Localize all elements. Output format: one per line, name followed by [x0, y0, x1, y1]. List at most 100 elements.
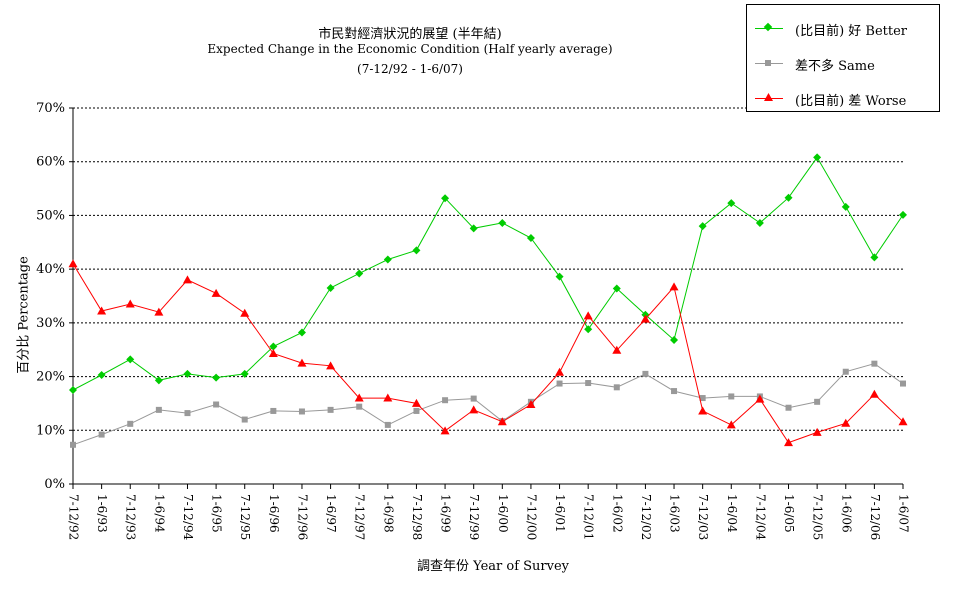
data-point-diamond [441, 194, 450, 203]
data-point-triangle [354, 393, 364, 402]
data-point-square [871, 360, 878, 367]
data-point-diamond [526, 233, 535, 242]
data-point-diamond [126, 355, 135, 364]
data-point-square [298, 408, 305, 415]
data-point-diamond [97, 370, 106, 379]
data-point-diamond [69, 386, 77, 394]
data-point-square [70, 441, 76, 448]
data-point-diamond [383, 255, 392, 264]
data-point-diamond [326, 283, 335, 292]
legend-item-better: (比目前) 好 Better [747, 19, 941, 39]
chart-subtitle: Expected Change in the Economic Conditio… [207, 42, 613, 56]
data-point-diamond [269, 342, 278, 351]
data-point-square [671, 388, 678, 395]
data-point-square [127, 420, 134, 427]
chart-legend: (比目前) 好 Better 差不多 Same (比目前) 差 Worse [746, 4, 940, 112]
x-tick-label: 1-6/03 [668, 494, 682, 533]
y-tick-label: 60% [36, 155, 65, 170]
x-tick-label: 7-12/96 [295, 494, 309, 540]
legend-label-same: 差不多 Same [795, 59, 875, 74]
data-point-diamond [297, 328, 306, 337]
x-tick-label: 7-12/98 [410, 494, 424, 540]
x-tick-label: 7-12/95 [238, 494, 252, 540]
data-point-diamond [183, 369, 192, 378]
x-tick-label: 7-12/92 [67, 494, 81, 540]
data-point-square [814, 398, 821, 405]
data-point-square [270, 407, 277, 414]
data-point-triangle [326, 361, 336, 370]
data-point-square [842, 368, 849, 375]
data-point-square [184, 410, 191, 417]
data-point-square [155, 406, 162, 413]
x-tick-label: 1-6/07 [897, 494, 911, 533]
square-marker-icon [765, 60, 771, 66]
data-point-triangle [497, 417, 507, 426]
data-point-square [356, 403, 363, 410]
data-point-diamond [469, 224, 478, 233]
y-tick-label: 0% [44, 477, 65, 492]
y-tick-label: 20% [36, 370, 65, 385]
x-tick-label: 1-6/96 [267, 494, 281, 533]
data-point-square [413, 407, 420, 414]
data-point-triangle [841, 418, 851, 427]
data-point-triangle [583, 311, 593, 320]
data-point-triangle [125, 299, 135, 308]
x-tick-label: 1-6/94 [152, 494, 166, 533]
legend-label-better: (比目前) 好 Better [795, 24, 908, 39]
data-point-triangle [669, 282, 679, 291]
data-point-triangle [698, 406, 708, 415]
data-point-square [442, 397, 449, 404]
data-point-diamond [698, 222, 707, 231]
legend-item-worse: (比目前) 差 Worse [747, 89, 941, 109]
data-point-triangle [68, 259, 78, 268]
x-tick-label: 7-12/05 [811, 494, 825, 540]
x-tick-label: 7-12/03 [696, 494, 710, 540]
data-point-square [613, 384, 620, 391]
data-point-triangle [440, 426, 450, 435]
data-point-diamond [355, 269, 364, 278]
data-point-diamond [899, 210, 907, 219]
y-tick-label: 10% [36, 423, 65, 438]
data-point-diamond [813, 153, 822, 162]
x-tick-label: 1-6/93 [95, 494, 109, 533]
data-point-triangle [526, 400, 536, 409]
data-point-diamond [584, 325, 593, 334]
data-point-diamond [755, 218, 764, 227]
data-point-diamond [240, 369, 249, 378]
x-tick-label: 1-6/98 [381, 494, 395, 533]
data-point-square [556, 380, 563, 387]
data-point-triangle [182, 275, 192, 284]
series-line-0 [72, 156, 904, 391]
data-point-diamond [212, 373, 221, 382]
x-tick-label: 7-12/01 [582, 494, 596, 540]
data-point-diamond [612, 284, 621, 293]
x-tick-label: 1-6/06 [839, 494, 853, 533]
data-point-square [98, 431, 105, 438]
data-point-triangle [154, 307, 164, 316]
data-point-triangle [726, 420, 736, 429]
data-point-diamond [670, 336, 679, 345]
data-point-triangle [240, 308, 250, 317]
data-point-square [699, 395, 706, 402]
x-tick-label: 7-12/99 [467, 494, 481, 540]
y-tick-label: 50% [36, 208, 65, 223]
data-point-square [327, 406, 334, 413]
series-line-2 [72, 263, 904, 444]
data-point-triangle [211, 288, 221, 297]
legend-label-worse: (比目前) 差 Worse [795, 94, 907, 109]
x-tick-label: 7-12/93 [124, 494, 138, 540]
x-tick-label: 7-12/97 [353, 494, 367, 540]
x-axis-title: 調查年份 Year of Survey [417, 559, 570, 574]
y-tick-label: 40% [36, 262, 65, 277]
legend-item-same: 差不多 Same [747, 54, 941, 74]
data-point-triangle [898, 417, 908, 426]
data-point-triangle [469, 405, 479, 414]
data-point-square [642, 370, 649, 377]
data-point-square [728, 393, 735, 400]
data-point-triangle [812, 427, 822, 436]
series-line-1 [72, 363, 904, 446]
x-tick-label: 7-12/94 [181, 494, 195, 541]
x-tick-label: 7-12/00 [524, 494, 538, 540]
data-point-square [470, 395, 477, 402]
x-tick-label: 1-6/01 [553, 494, 567, 533]
